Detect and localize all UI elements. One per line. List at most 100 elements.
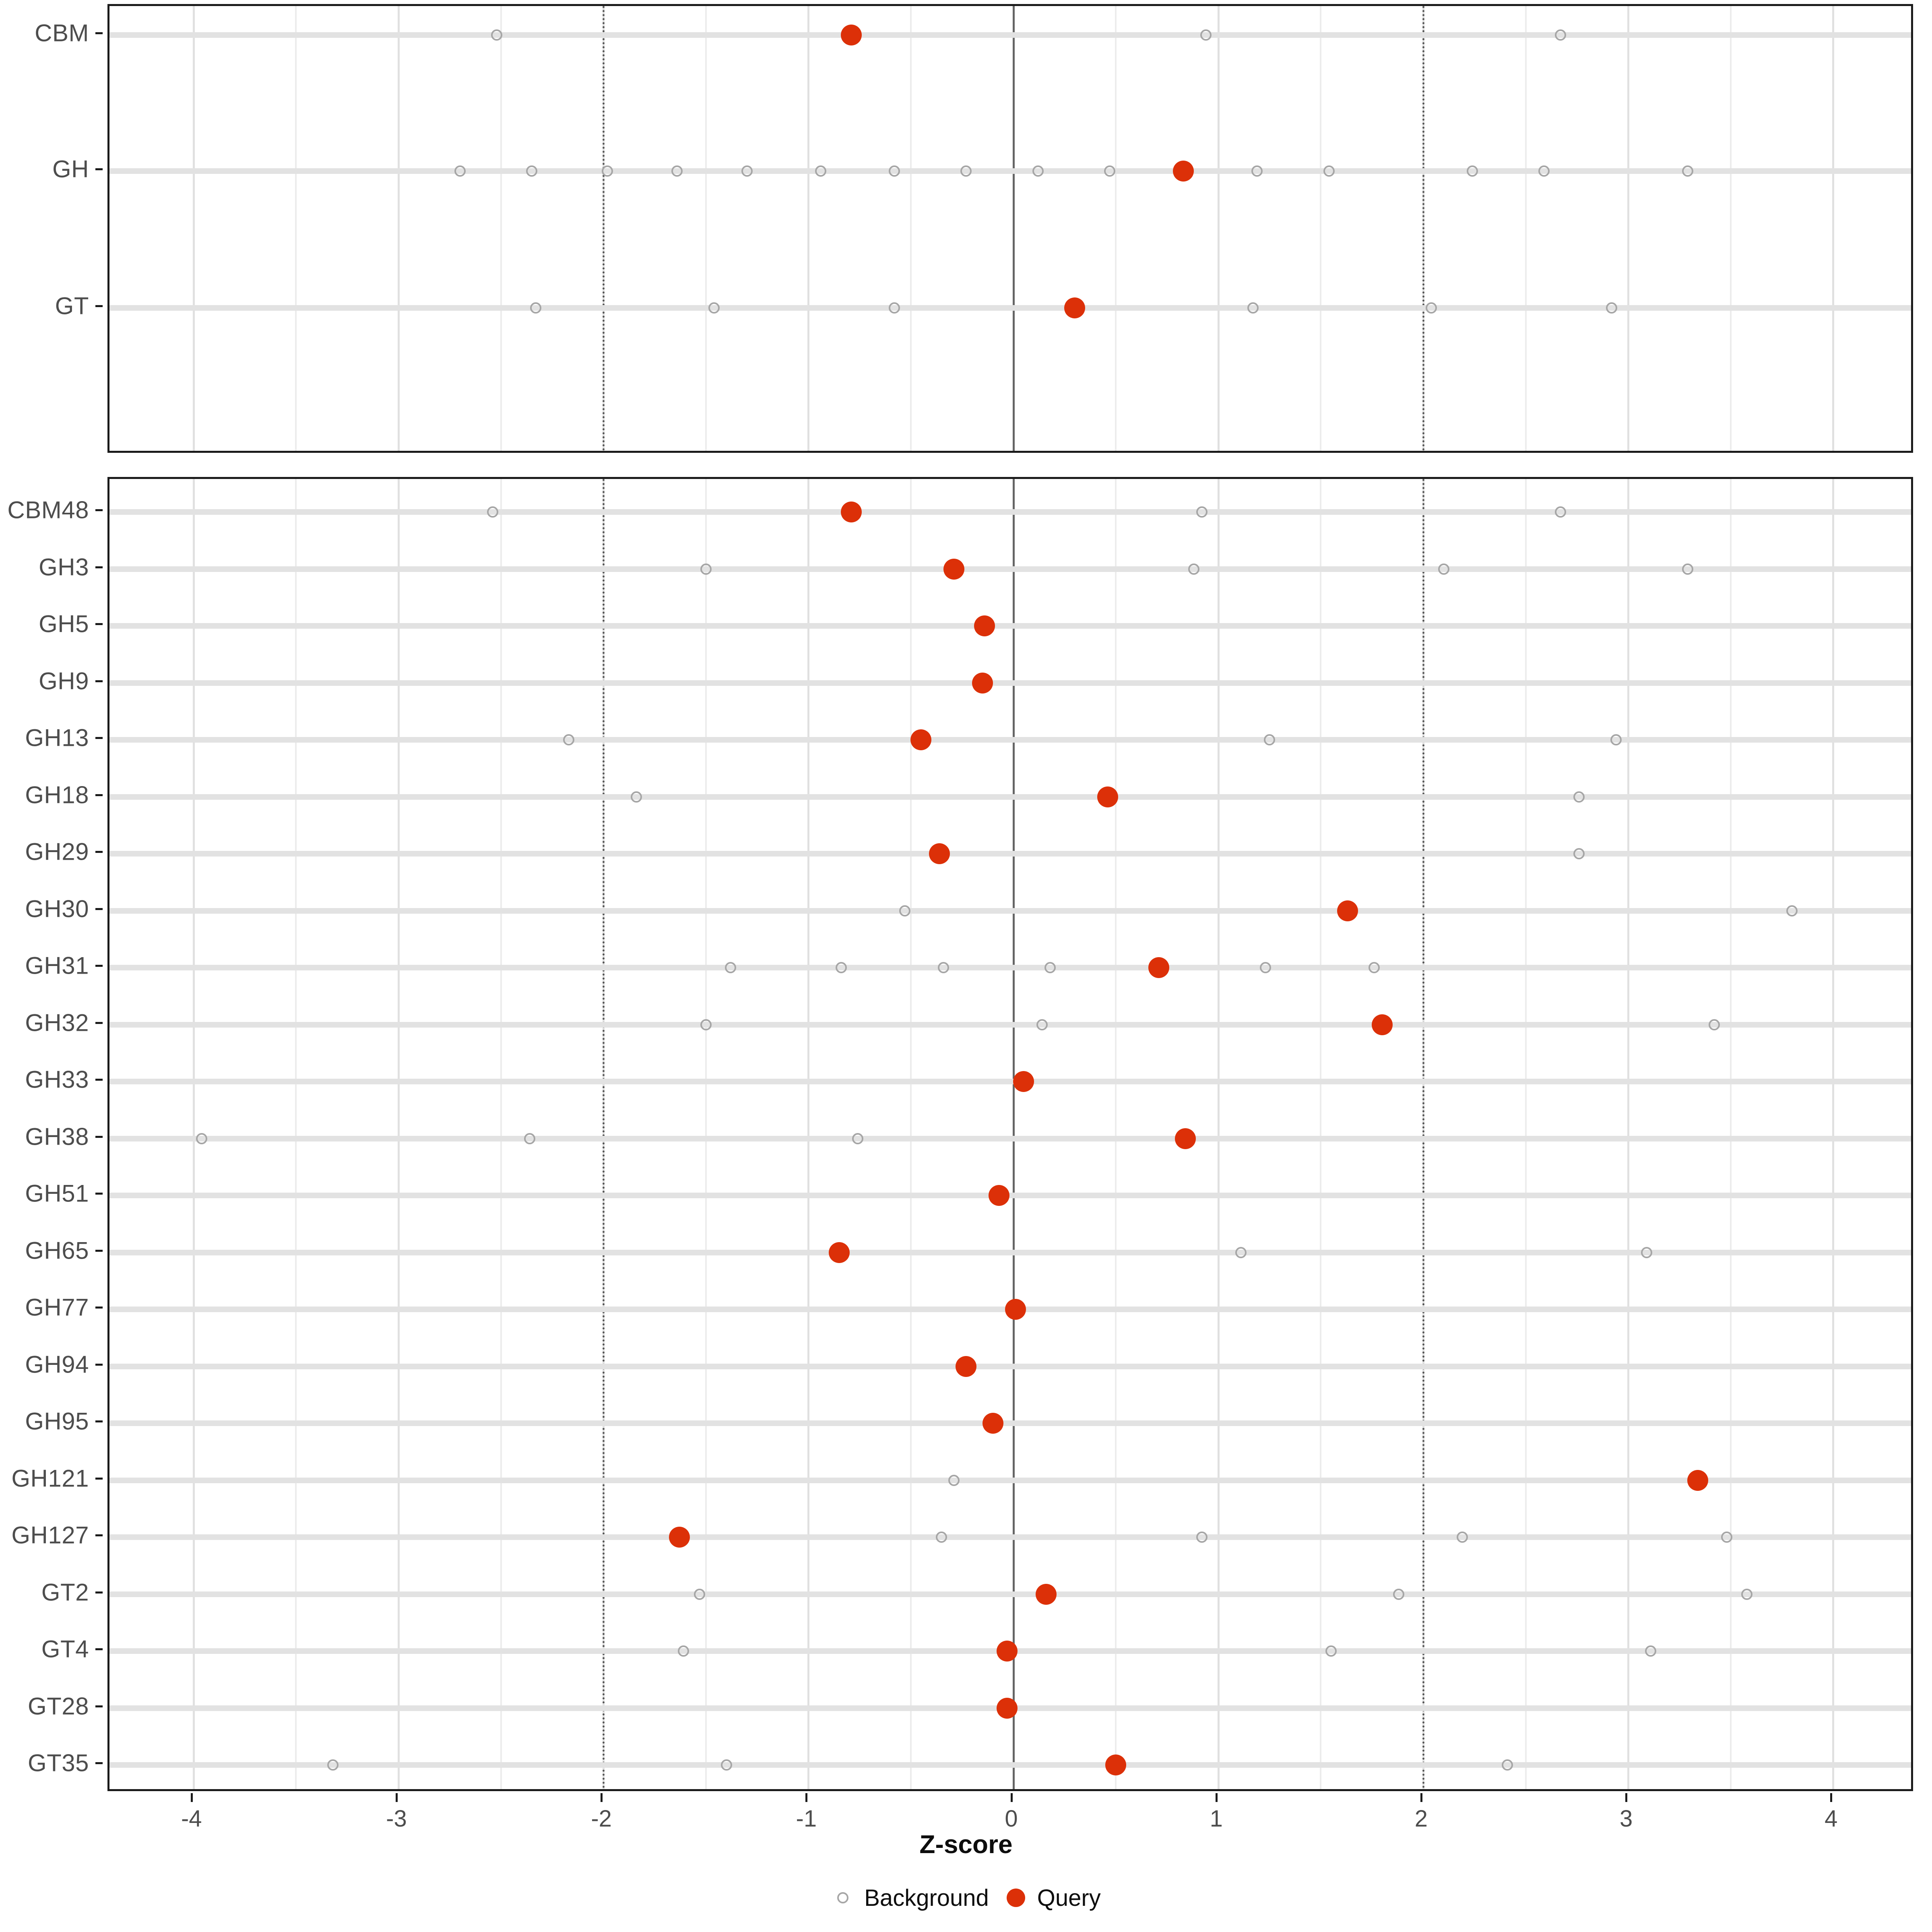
background-point[interactable] [1325,1645,1337,1657]
query-point[interactable] [1105,1754,1127,1775]
background-point[interactable] [899,905,910,916]
query-point[interactable] [910,729,932,750]
background-point[interactable] [720,1759,732,1771]
query-point[interactable] [1687,1470,1709,1491]
background-point[interactable] [677,1645,689,1657]
background-point[interactable] [700,1019,712,1030]
query-point[interactable] [1064,297,1086,318]
query-point[interactable] [1175,1128,1196,1149]
query-point[interactable] [997,1697,1018,1719]
legend-item-query[interactable]: Query [1004,1885,1101,1911]
query-point[interactable] [972,672,993,694]
background-point[interactable] [1368,962,1380,973]
background-point[interactable] [1645,1645,1657,1657]
background-point[interactable] [1251,165,1263,177]
background-point[interactable] [1456,1532,1468,1543]
background-point[interactable] [1188,563,1199,575]
background-point[interactable] [196,1133,208,1144]
background-point[interactable] [491,29,503,41]
background-point[interactable] [936,1532,947,1543]
background-point[interactable] [1721,1532,1732,1543]
query-point[interactable] [1148,957,1170,978]
query-point[interactable] [1013,1071,1034,1092]
background-point[interactable] [563,734,574,745]
background-point[interactable] [724,962,736,973]
query-point[interactable] [1173,161,1194,182]
background-point[interactable] [1501,1759,1513,1771]
background-point[interactable] [1044,962,1056,973]
query-point[interactable] [982,1413,1003,1434]
threshold-line [1422,6,1424,451]
background-point[interactable] [835,962,847,973]
query-point[interactable] [974,615,995,636]
x-axis-tick-mark [1010,1793,1013,1802]
background-point[interactable] [454,165,466,177]
background-point[interactable] [1247,302,1259,314]
background-point[interactable] [1032,165,1044,177]
background-point[interactable] [694,1588,706,1600]
background-point[interactable] [1708,1019,1720,1030]
background-point[interactable] [1393,1588,1404,1600]
background-point[interactable] [1538,165,1550,177]
background-point[interactable] [1682,165,1693,177]
background-point[interactable] [1196,1532,1208,1543]
background-point[interactable] [741,165,753,177]
background-point[interactable] [1467,165,1478,177]
background-point[interactable] [700,563,712,575]
background-point[interactable] [487,506,499,518]
background-point[interactable] [602,165,613,177]
query-point[interactable] [841,502,862,522]
query-point[interactable] [841,25,862,45]
background-point[interactable] [1426,302,1437,314]
background-point[interactable] [1196,506,1208,518]
background-point[interactable] [1741,1588,1753,1600]
background-point[interactable] [960,165,972,177]
legend-item-background[interactable]: Background [831,1885,989,1911]
background-point[interactable] [630,791,642,803]
background-point[interactable] [1555,506,1567,518]
background-point[interactable] [1555,29,1567,41]
query-point[interactable] [1337,900,1358,921]
background-point[interactable] [524,1133,535,1144]
background-point[interactable] [1104,165,1115,177]
query-point[interactable] [828,1242,850,1263]
background-point[interactable] [938,962,949,973]
query-point[interactable] [1036,1583,1057,1605]
background-point[interactable] [1573,848,1585,859]
y-axis-tick-label-gh18: GH18 [25,781,89,808]
background-point[interactable] [1610,734,1622,745]
background-point[interactable] [1438,563,1449,575]
query-point[interactable] [988,1185,1009,1206]
background-point[interactable] [1200,29,1212,41]
query-point[interactable] [1097,786,1118,807]
background-point[interactable] [1786,905,1798,916]
query-point[interactable] [956,1356,977,1377]
query-point[interactable] [929,843,950,864]
background-point[interactable] [327,1759,339,1771]
y-axis-tick-mark [95,965,103,967]
x-axis-tick-label-neg4: -4 [181,1806,202,1832]
background-point[interactable] [1259,962,1271,973]
background-point[interactable] [526,165,537,177]
background-point[interactable] [852,1133,863,1144]
background-point[interactable] [1682,563,1693,575]
background-point[interactable] [889,165,900,177]
query-point[interactable] [943,558,964,580]
background-point[interactable] [948,1474,960,1486]
background-point[interactable] [1641,1247,1652,1258]
query-point[interactable] [1372,1014,1393,1035]
background-point[interactable] [889,302,900,314]
background-point[interactable] [815,165,826,177]
background-point[interactable] [1323,165,1335,177]
query-point[interactable] [1005,1299,1026,1320]
query-point[interactable] [669,1527,690,1548]
background-point[interactable] [1235,1247,1247,1258]
background-point[interactable] [671,165,683,177]
background-point[interactable] [708,302,720,314]
background-point[interactable] [1573,791,1585,803]
background-point[interactable] [1264,734,1276,745]
query-point[interactable] [997,1641,1018,1662]
background-point[interactable] [530,302,542,314]
background-point[interactable] [1036,1019,1048,1030]
background-point[interactable] [1606,302,1618,314]
